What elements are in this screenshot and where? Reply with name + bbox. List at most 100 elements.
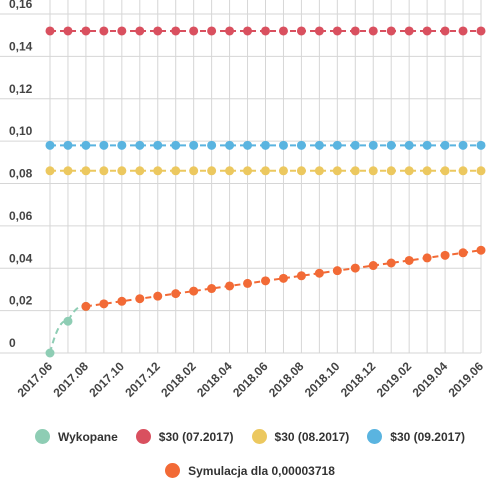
data-point[interactable]: [81, 166, 91, 176]
legend-item-30-07-2017[interactable]: $30 (07.2017): [135, 429, 234, 444]
data-point[interactable]: [63, 316, 73, 326]
data-point[interactable]: [243, 26, 253, 36]
data-point[interactable]: [368, 261, 378, 271]
data-point[interactable]: [225, 281, 235, 291]
data-point[interactable]: [207, 140, 217, 150]
data-point[interactable]: [458, 140, 468, 150]
data-point[interactable]: [81, 26, 91, 36]
data-point[interactable]: [476, 245, 486, 255]
data-point[interactable]: [243, 166, 253, 176]
data-point[interactable]: [422, 253, 432, 263]
data-point[interactable]: [440, 26, 450, 36]
data-point[interactable]: [135, 140, 145, 150]
data-point[interactable]: [314, 140, 324, 150]
data-point[interactable]: [171, 289, 181, 299]
data-point[interactable]: [386, 140, 396, 150]
data-point[interactable]: [386, 166, 396, 176]
legend-item-wykopane[interactable]: Wykopane: [35, 429, 118, 444]
data-point[interactable]: [458, 166, 468, 176]
data-point[interactable]: [171, 140, 181, 150]
data-point[interactable]: [135, 26, 145, 36]
data-point[interactable]: [189, 286, 199, 296]
data-point[interactable]: [189, 26, 199, 36]
data-point[interactable]: [45, 140, 55, 150]
data-point[interactable]: [314, 268, 324, 278]
data-point[interactable]: [458, 26, 468, 36]
data-point[interactable]: [261, 26, 270, 36]
data-point[interactable]: [117, 26, 127, 36]
legend-item-30-08-2017[interactable]: $30 (08.2017): [251, 429, 349, 444]
data-point[interactable]: [45, 166, 55, 176]
data-point[interactable]: [63, 140, 73, 150]
data-point[interactable]: [296, 166, 306, 176]
data-point[interactable]: [296, 271, 306, 281]
data-point[interactable]: [278, 26, 288, 36]
data-point[interactable]: [350, 263, 360, 273]
data-point[interactable]: [207, 284, 217, 294]
data-point[interactable]: [99, 166, 109, 176]
data-point[interactable]: [135, 166, 145, 176]
data-point[interactable]: [99, 26, 109, 36]
data-point[interactable]: [135, 294, 145, 304]
data-point[interactable]: [422, 166, 432, 176]
data-point[interactable]: [458, 248, 468, 258]
data-point[interactable]: [278, 140, 288, 150]
legend-item-30-09-2017[interactable]: $30 (09.2017): [367, 429, 465, 444]
legend-item-symulacja[interactable]: Symulacja dla 0,00003718: [165, 463, 335, 478]
data-point[interactable]: [225, 26, 235, 36]
data-point[interactable]: [45, 348, 55, 358]
data-point[interactable]: [63, 26, 73, 36]
data-point[interactable]: [117, 166, 127, 176]
data-point[interactable]: [350, 140, 360, 150]
data-point[interactable]: [296, 140, 306, 150]
data-point[interactable]: [404, 26, 414, 36]
data-point[interactable]: [81, 301, 91, 311]
data-point[interactable]: [117, 296, 127, 306]
data-point[interactable]: [278, 273, 288, 283]
data-point[interactable]: [261, 166, 270, 176]
data-point[interactable]: [350, 166, 360, 176]
data-point[interactable]: [153, 26, 163, 36]
data-point[interactable]: [225, 166, 235, 176]
data-point[interactable]: [368, 26, 378, 36]
data-point[interactable]: [153, 140, 163, 150]
data-point[interactable]: [296, 26, 306, 36]
data-point[interactable]: [422, 26, 432, 36]
data-point[interactable]: [476, 166, 486, 176]
data-point[interactable]: [45, 26, 55, 36]
data-point[interactable]: [332, 266, 342, 276]
data-point[interactable]: [404, 255, 414, 265]
data-point[interactable]: [189, 140, 199, 150]
data-point[interactable]: [261, 140, 270, 150]
data-point[interactable]: [440, 140, 450, 150]
data-point[interactable]: [332, 140, 342, 150]
data-point[interactable]: [314, 26, 324, 36]
data-point[interactable]: [476, 26, 486, 36]
data-point[interactable]: [332, 166, 342, 176]
data-point[interactable]: [63, 166, 73, 176]
data-point[interactable]: [368, 140, 378, 150]
data-point[interactable]: [171, 166, 181, 176]
data-point[interactable]: [476, 140, 486, 150]
data-point[interactable]: [207, 26, 217, 36]
data-point[interactable]: [171, 26, 181, 36]
data-point[interactable]: [278, 166, 288, 176]
data-point[interactable]: [368, 166, 378, 176]
data-point[interactable]: [99, 299, 109, 309]
data-point[interactable]: [350, 26, 360, 36]
data-point[interactable]: [332, 26, 342, 36]
data-point[interactable]: [386, 258, 396, 268]
data-point[interactable]: [440, 250, 450, 260]
data-point[interactable]: [404, 140, 414, 150]
data-point[interactable]: [153, 166, 163, 176]
data-point[interactable]: [261, 276, 270, 286]
data-point[interactable]: [314, 166, 324, 176]
data-point[interactable]: [207, 166, 217, 176]
data-point[interactable]: [189, 166, 199, 176]
data-point[interactable]: [422, 140, 432, 150]
data-point[interactable]: [243, 278, 253, 288]
data-point[interactable]: [99, 140, 109, 150]
data-point[interactable]: [386, 26, 396, 36]
data-point[interactable]: [81, 140, 91, 150]
data-point[interactable]: [404, 166, 414, 176]
